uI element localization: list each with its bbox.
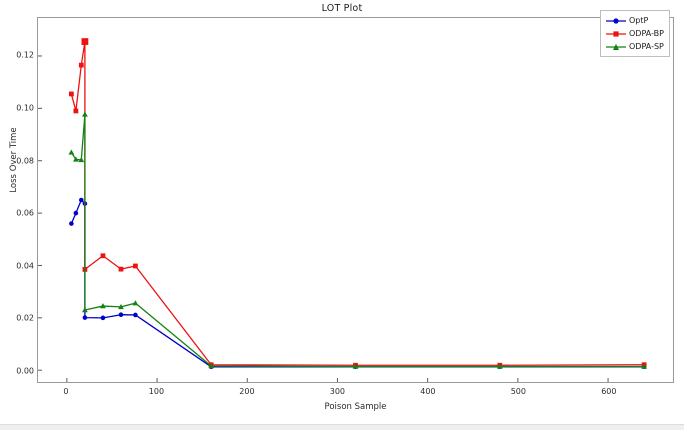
y-tick-label: 0.06 bbox=[16, 208, 34, 218]
legend-marker-square-icon bbox=[605, 28, 627, 40]
legend-marker-triangle-icon bbox=[605, 41, 627, 53]
y-tick-label: 0.02 bbox=[16, 313, 34, 323]
x-tick-label: 100 bbox=[148, 387, 165, 396]
x-tick-label: 200 bbox=[239, 387, 255, 396]
x-tick-label: 400 bbox=[420, 387, 436, 396]
x-tick-label: 500 bbox=[510, 387, 526, 396]
y-tick-label: 0.04 bbox=[16, 261, 34, 271]
x-axis-tick-labels: 0 100 200 300 400 500 600 bbox=[37, 387, 674, 401]
x-tick-label: 0 bbox=[63, 387, 69, 396]
y-axis-tick-labels: 0.00 0.02 0.04 0.06 0.08 0.10 0.12 bbox=[0, 17, 34, 383]
y-tick-label: 0.12 bbox=[16, 50, 34, 60]
y-tick-label: 0.08 bbox=[16, 156, 34, 165]
y-tick-label: 0.00 bbox=[16, 366, 34, 376]
y-tick-label: 0.10 bbox=[16, 103, 34, 113]
chart-title: LOT Plot bbox=[321, 3, 363, 14]
legend-item-odpa-sp[interactable]: ODPA-SP bbox=[605, 40, 664, 53]
legend-item-odpa-bp[interactable]: ODPA-BP bbox=[605, 27, 664, 40]
legend-label-odpa-sp: ODPA-SP bbox=[629, 42, 664, 51]
legend-item-optp[interactable]: OptP bbox=[605, 14, 664, 27]
chart-legend[interactable]: OptP ODPA-BP ODPA-SP bbox=[600, 10, 670, 57]
x-tick-label: 300 bbox=[329, 387, 346, 396]
legend-label-odpa-bp: ODPA-BP bbox=[629, 29, 664, 38]
window-bottom-strip bbox=[0, 424, 684, 430]
x-axis-label: Poison Sample bbox=[324, 402, 387, 412]
x-tick-label: 600 bbox=[601, 387, 617, 396]
plot-area bbox=[37, 17, 674, 383]
plot-canvas bbox=[38, 38, 648, 382]
legend-marker-circle-icon bbox=[605, 15, 627, 27]
legend-label-optp: OptP bbox=[629, 16, 649, 25]
